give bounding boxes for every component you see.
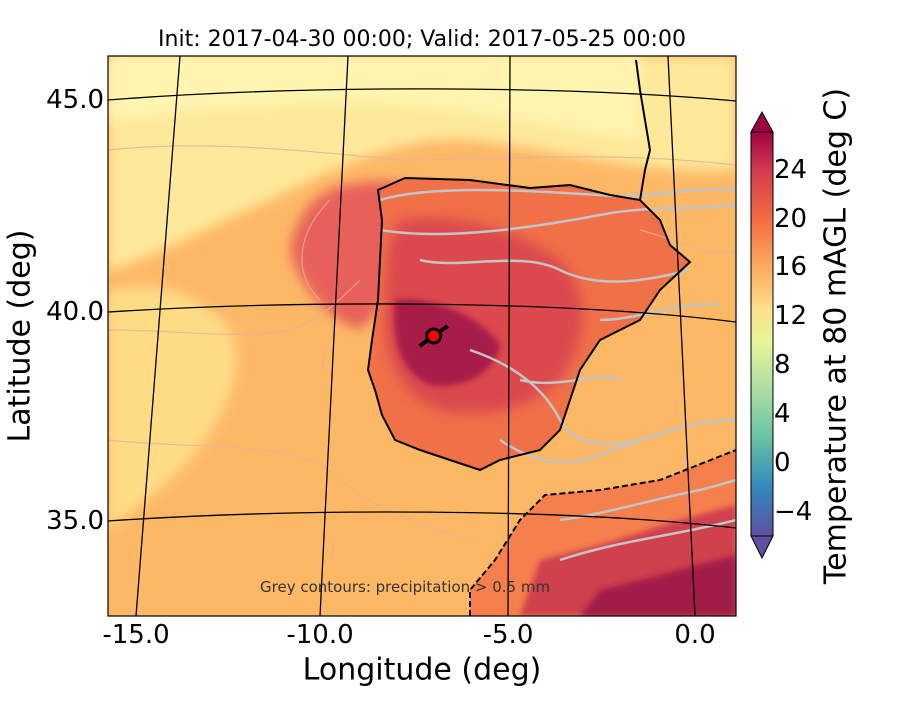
- ytick-label: 35.0: [46, 506, 104, 536]
- colorbar-tick-label: 16: [774, 252, 808, 282]
- xtick-label: -15.0: [102, 620, 170, 650]
- colorbar-tick-label: 4: [774, 399, 791, 429]
- marker-dot: [425, 327, 443, 345]
- colorbar-tick-label: 12: [774, 301, 808, 331]
- colorbar: [750, 110, 774, 560]
- colorbar-extend-min: [750, 535, 774, 560]
- hottest-interior: [394, 299, 500, 386]
- graticule: [108, 56, 736, 616]
- colorbar-tick-label: 20: [774, 204, 808, 234]
- precip-annotation: Grey contours: precipitation > 0.5 mm: [260, 578, 551, 596]
- xtick-label: -5.0: [482, 620, 534, 650]
- ytick-label: 45.0: [46, 85, 104, 115]
- colorbar-extend-max: [750, 110, 774, 133]
- xtick-label: -10.0: [286, 620, 354, 650]
- xtick-label: 0.0: [674, 620, 716, 650]
- colorbar-scale: [751, 132, 773, 536]
- location-marker: [418, 324, 449, 348]
- axes-frame: [107, 55, 737, 617]
- coolest-north-area: [108, 56, 640, 140]
- cool-west-area: [108, 286, 237, 530]
- ytick-label: 40.0: [46, 297, 104, 327]
- africa-hottest: [580, 555, 736, 616]
- colorbar-frame: [750, 131, 774, 537]
- colorbar-tick-label: 8: [774, 350, 791, 380]
- colorbar-label: Temperature at 80 mAGL (deg C): [818, 87, 854, 585]
- chart-title: Init: 2017-04-30 00:00; Valid: 2017-05-2…: [158, 27, 686, 52]
- colorbar-tick-label: 24: [774, 155, 808, 185]
- x-axis-label: Longitude (deg): [302, 652, 542, 688]
- y-axis-label: Latitude (deg): [2, 229, 38, 443]
- coastlines: [366, 59, 736, 616]
- colorbar-tick-label: −4: [774, 497, 813, 527]
- map-panel: [108, 56, 736, 616]
- temperature-contours: [108, 145, 736, 541]
- colorbar-tick-label: 0: [774, 448, 791, 478]
